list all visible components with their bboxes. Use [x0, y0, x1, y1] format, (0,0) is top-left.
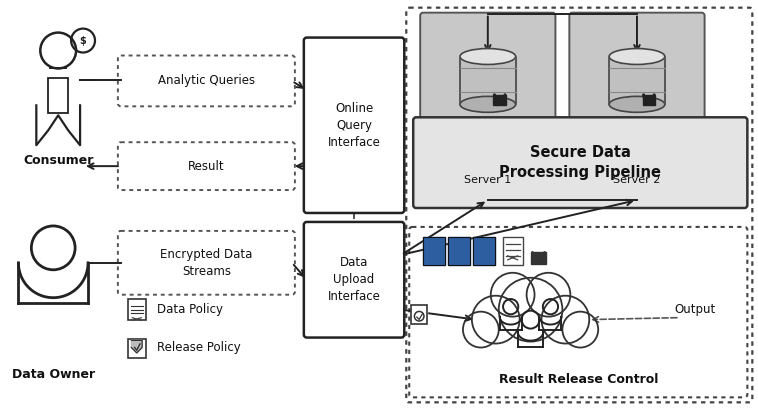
Text: Secure Data
Processing Pipeline: Secure Data Processing Pipeline	[500, 145, 661, 180]
Bar	[128, 299, 146, 320]
Bar	[609, 57, 665, 104]
Bar	[473, 237, 495, 265]
Bar	[460, 57, 515, 104]
Text: Server 1: Server 1	[464, 175, 512, 185]
Bar	[412, 305, 428, 324]
Bar	[423, 237, 445, 265]
Text: Data
Upload
Interface: Data Upload Interface	[327, 256, 381, 303]
Bar	[609, 57, 665, 104]
Text: Analytic Queries: Analytic Queries	[158, 74, 255, 88]
Circle shape	[527, 273, 570, 317]
Text: Encrypted Data
Streams: Encrypted Data Streams	[160, 248, 252, 278]
Bar	[473, 237, 495, 265]
Text: Release Policy: Release Policy	[157, 341, 240, 354]
Ellipse shape	[609, 96, 665, 112]
Bar	[493, 95, 506, 105]
Text: Result: Result	[188, 160, 224, 173]
Bar	[460, 57, 515, 104]
Text: Result Release Control: Result Release Control	[499, 373, 658, 386]
Polygon shape	[131, 340, 143, 353]
Bar	[531, 252, 547, 264]
Circle shape	[490, 273, 534, 317]
Text: Consumer: Consumer	[23, 154, 93, 167]
FancyBboxPatch shape	[118, 231, 295, 295]
FancyBboxPatch shape	[420, 13, 556, 203]
Bar	[448, 237, 470, 265]
FancyBboxPatch shape	[304, 38, 404, 213]
Ellipse shape	[460, 96, 515, 112]
Circle shape	[562, 312, 598, 347]
FancyBboxPatch shape	[118, 142, 295, 190]
Bar	[423, 237, 445, 265]
FancyBboxPatch shape	[304, 222, 404, 337]
Circle shape	[499, 278, 562, 342]
Bar	[49, 78, 68, 113]
Circle shape	[541, 296, 589, 344]
Text: $: $	[80, 36, 86, 45]
Bar	[448, 237, 470, 265]
Text: Output: Output	[674, 303, 716, 316]
Text: Data Policy: Data Policy	[157, 303, 223, 316]
Bar	[503, 237, 522, 265]
Text: Data Owner: Data Owner	[11, 368, 95, 381]
Bar	[128, 299, 146, 320]
Bar	[503, 237, 522, 265]
Bar	[128, 339, 146, 358]
FancyBboxPatch shape	[118, 55, 295, 106]
Text: Online
Query
Interface: Online Query Interface	[327, 102, 381, 149]
FancyBboxPatch shape	[569, 13, 705, 203]
Bar	[412, 305, 428, 324]
Circle shape	[472, 296, 520, 344]
Circle shape	[463, 312, 499, 347]
Ellipse shape	[609, 49, 665, 64]
FancyBboxPatch shape	[413, 117, 747, 208]
Text: Server 2: Server 2	[613, 175, 661, 185]
Bar	[128, 339, 146, 358]
Ellipse shape	[460, 49, 515, 64]
Bar	[643, 95, 655, 105]
